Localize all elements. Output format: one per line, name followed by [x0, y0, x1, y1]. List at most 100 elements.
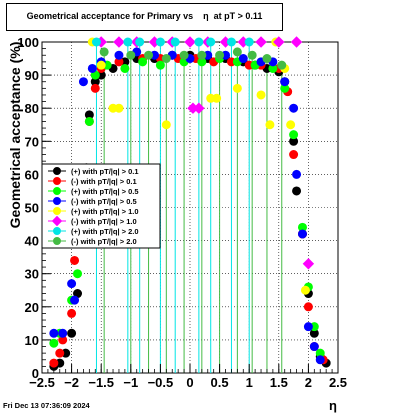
- legend-marker: [53, 197, 61, 205]
- data-point: [114, 103, 124, 113]
- data-point: [114, 50, 124, 60]
- data-point: [58, 328, 68, 338]
- data-point: [84, 116, 94, 126]
- legend-marker: [53, 227, 61, 235]
- data-point: [277, 60, 287, 70]
- data-point: [144, 50, 154, 60]
- data-point: [197, 50, 207, 60]
- data-point: [90, 83, 100, 93]
- data-point: [303, 302, 313, 312]
- data-point: [155, 60, 165, 70]
- y-tick-label: 70: [25, 134, 39, 149]
- data-point: [226, 37, 236, 47]
- data-point: [309, 342, 319, 352]
- data-point: [135, 37, 145, 47]
- data-point: [67, 328, 77, 338]
- data-point: [300, 285, 310, 295]
- data-point: [91, 37, 101, 47]
- legend-marker: [53, 237, 61, 245]
- data-point: [232, 47, 242, 57]
- data-point: [262, 54, 272, 64]
- x-tick-label: −0.5: [148, 375, 174, 390]
- data-point: [49, 358, 59, 368]
- data-point: [138, 57, 148, 67]
- y-tick-label: 20: [25, 300, 39, 315]
- y-tick-label: 100: [17, 35, 39, 50]
- data-point: [280, 77, 290, 87]
- data-point: [302, 258, 315, 270]
- x-tick-label: 2: [305, 375, 312, 390]
- data-point: [161, 54, 171, 64]
- data-point: [289, 103, 299, 113]
- data-point: [184, 36, 196, 48]
- data-point: [170, 37, 180, 47]
- data-point: [290, 36, 303, 48]
- x-tick-label: 0: [186, 375, 193, 390]
- y-tick-label: 60: [25, 167, 39, 182]
- data-point: [49, 328, 59, 338]
- data-point: [273, 36, 285, 48]
- legend-marker: [51, 215, 63, 227]
- data-point: [206, 37, 216, 47]
- y-tick-label: 80: [25, 101, 39, 116]
- data-point: [289, 130, 299, 140]
- data-point: [244, 37, 254, 47]
- data-point: [70, 295, 80, 305]
- data-point: [179, 50, 189, 60]
- y-tick-label: 30: [25, 267, 39, 282]
- data-point: [87, 63, 97, 73]
- timestamp: Fri Dec 13 07:36:09 2024: [3, 401, 90, 410]
- x-tick-label: 0.5: [211, 375, 229, 390]
- data-point: [232, 83, 242, 93]
- data-point: [289, 150, 299, 160]
- data-point: [297, 229, 307, 239]
- x-tick-label: −2: [64, 375, 79, 390]
- y-tick-label: 90: [25, 68, 39, 83]
- legend-label: (-) with pT/|q| > 0.5: [71, 197, 137, 206]
- data-point: [193, 102, 205, 114]
- y-tick-label: 40: [25, 234, 39, 249]
- legend-label: (-) with pT/|q| > 1.0: [71, 217, 137, 226]
- data-points: [49, 36, 331, 371]
- data-point: [265, 120, 275, 130]
- legend-label: (-) with pT/|q| > 0.1: [71, 177, 137, 186]
- data-point: [70, 255, 80, 265]
- x-axis-label: η: [329, 398, 337, 413]
- data-point: [161, 120, 171, 130]
- data-point: [73, 269, 83, 279]
- data-point: [292, 186, 302, 196]
- data-point: [286, 120, 296, 130]
- legend-marker: [53, 187, 61, 195]
- x-tick-label: −1: [123, 375, 138, 390]
- axes: −2.5 −2 −1.5 −1 −0.5 0 0.5 1 1.5 2 2.5 0 10 20 30 40 50 6…: [17, 35, 347, 390]
- data-point: [212, 93, 222, 103]
- legend-label: (+) with pT/|q| > 0.1: [71, 167, 139, 176]
- data-point: [255, 36, 267, 48]
- data-point: [292, 169, 302, 179]
- data-point: [55, 348, 65, 358]
- legend-label: (+) with pT/|q| > 1.0: [71, 207, 139, 216]
- data-point: [96, 60, 106, 70]
- data-point: [67, 308, 77, 318]
- data-point: [49, 338, 59, 348]
- y-tick-label: 10: [25, 333, 39, 348]
- x-tick-label: 1: [246, 375, 253, 390]
- data-point: [78, 77, 88, 87]
- legend-label: (+) with pT/|q| > 0.5: [71, 187, 139, 196]
- y-tick-label: 50: [25, 201, 39, 216]
- data-point: [99, 47, 109, 57]
- legend-marker: [53, 177, 61, 185]
- chart-title: Geometrical acceptance for Primary vs η …: [26, 11, 263, 21]
- data-point: [247, 50, 257, 60]
- x-tick-label: 1.5: [270, 375, 288, 390]
- legend-label: (-) with pT/|q| > 2.0: [71, 237, 137, 246]
- data-point: [194, 37, 204, 47]
- error-bars: [95, 42, 283, 373]
- x-tick-label: −1.5: [88, 375, 114, 390]
- chart-title-box: Geometrical acceptance for Primary vs η …: [6, 3, 283, 31]
- data-point: [155, 37, 165, 47]
- y-axis-label: Geometrical acceptance (%): [7, 42, 23, 229]
- data-point: [120, 63, 130, 73]
- data-point: [123, 37, 133, 47]
